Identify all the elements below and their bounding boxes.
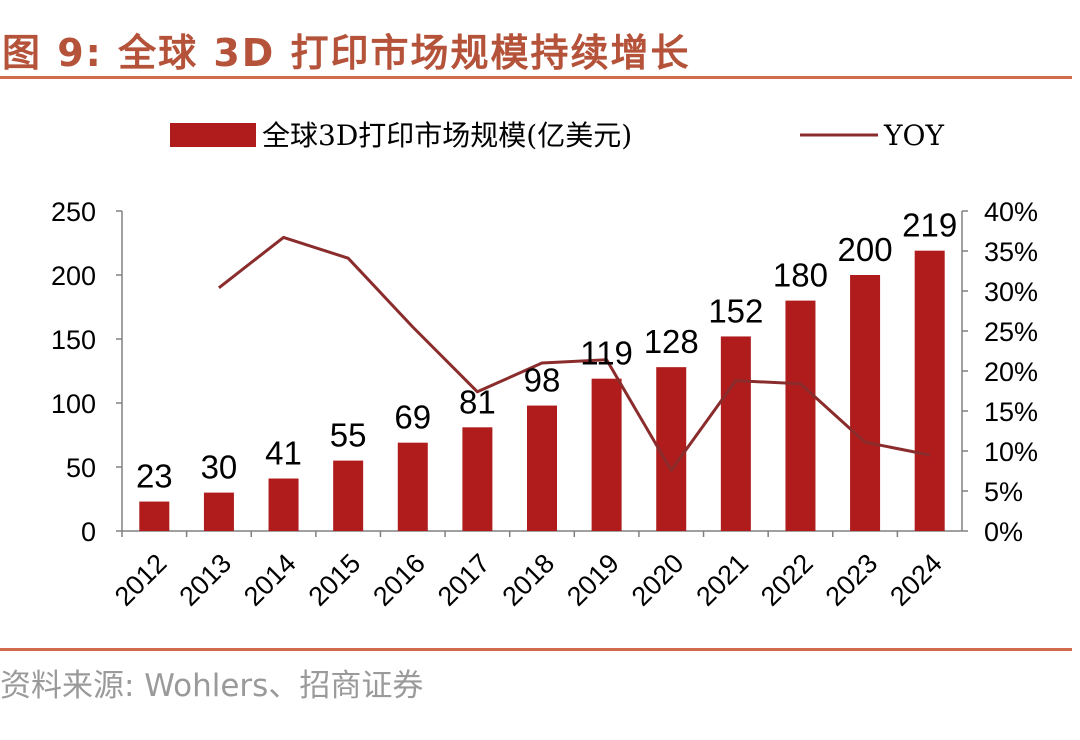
y-right-tick-label: 15% bbox=[984, 397, 1038, 427]
x-tick-label: 2018 bbox=[497, 548, 561, 612]
chart-area: 全球3D打印市场规模(亿美元) YOY 0 50 100 150 200 250 0% 5% 10… bbox=[51, 119, 1038, 612]
source-note: 资料来源: Wohlers、招商证券 bbox=[0, 668, 424, 704]
x-tick-label: 2017 bbox=[432, 548, 496, 612]
y-left-tick-label: 200 bbox=[51, 261, 96, 291]
bar-value-label: 219 bbox=[902, 207, 957, 244]
bar-value-label: 119 bbox=[580, 335, 633, 372]
y-right-tick-label: 40% bbox=[984, 197, 1038, 227]
y-right-tick-label: 35% bbox=[984, 237, 1038, 267]
bar bbox=[656, 367, 687, 531]
legend: 全球3D打印市场规模(亿美元) YOY bbox=[170, 119, 944, 152]
bar-value-label: 81 bbox=[459, 383, 496, 420]
y-right-tick-label: 0% bbox=[984, 517, 1023, 547]
bar-value-label: 30 bbox=[201, 449, 238, 486]
bar bbox=[397, 442, 428, 531]
legend-bar-swatch bbox=[170, 123, 256, 147]
x-tick-label: 2021 bbox=[690, 548, 754, 612]
y-left-tick-label: 100 bbox=[51, 389, 96, 419]
y-right-tick-label: 20% bbox=[984, 357, 1038, 387]
bar-value-label: 55 bbox=[330, 417, 367, 454]
bar bbox=[333, 460, 364, 531]
bar-value-label: 200 bbox=[838, 231, 893, 268]
y-left-tick-label: 0 bbox=[81, 517, 96, 547]
x-tick-label: 2012 bbox=[109, 548, 173, 612]
title-divider bbox=[0, 76, 1072, 79]
x-tick-label: 2013 bbox=[173, 548, 237, 612]
bar bbox=[203, 492, 234, 531]
bar-series bbox=[139, 250, 945, 531]
x-tick-label: 2022 bbox=[755, 548, 819, 612]
x-tick-label: 2014 bbox=[238, 548, 302, 612]
legend-bar-label: 全球3D打印市场规模(亿美元) bbox=[262, 119, 632, 152]
bar-value-label: 98 bbox=[524, 362, 561, 399]
footer-divider bbox=[0, 648, 1072, 651]
bar-value-label: 152 bbox=[708, 292, 763, 329]
bar-value-label: 23 bbox=[136, 458, 173, 495]
x-tick-label: 2019 bbox=[561, 548, 625, 612]
bar-value-label: 69 bbox=[394, 399, 431, 436]
y-left-tick-label: 50 bbox=[66, 453, 96, 483]
bar bbox=[139, 501, 170, 531]
legend-line-label: YOY bbox=[883, 119, 944, 152]
bar-value-label: 41 bbox=[265, 435, 302, 472]
bar bbox=[527, 405, 557, 531]
yoy-line-series bbox=[218, 235, 930, 472]
bar bbox=[720, 336, 751, 531]
x-tick-label: 2023 bbox=[820, 548, 884, 612]
bar-value-label: 180 bbox=[773, 257, 828, 294]
bar bbox=[591, 378, 622, 531]
bar bbox=[850, 275, 881, 531]
y-right-tick-label: 25% bbox=[984, 317, 1038, 347]
bar-value-label: 128 bbox=[644, 323, 699, 360]
y-left-tick-label: 150 bbox=[51, 325, 96, 355]
bar bbox=[462, 427, 493, 531]
y-right-tick-label: 5% bbox=[984, 477, 1023, 507]
x-tick-label: 2020 bbox=[626, 548, 690, 612]
bar bbox=[914, 250, 945, 531]
bar bbox=[785, 300, 816, 531]
x-tick-label: 2016 bbox=[367, 548, 431, 612]
y-right-tick-label: 30% bbox=[984, 277, 1038, 307]
x-tick-label: 2024 bbox=[884, 548, 948, 612]
y-right-tick-label: 10% bbox=[984, 437, 1038, 467]
bar bbox=[268, 478, 299, 531]
chart-title: 图 9: 全球 3D 打印市场规模持续增长 bbox=[2, 31, 691, 75]
yoy-line bbox=[218, 235, 930, 472]
y-left-tick-label: 250 bbox=[51, 197, 96, 227]
x-tick-label: 2015 bbox=[303, 548, 367, 612]
